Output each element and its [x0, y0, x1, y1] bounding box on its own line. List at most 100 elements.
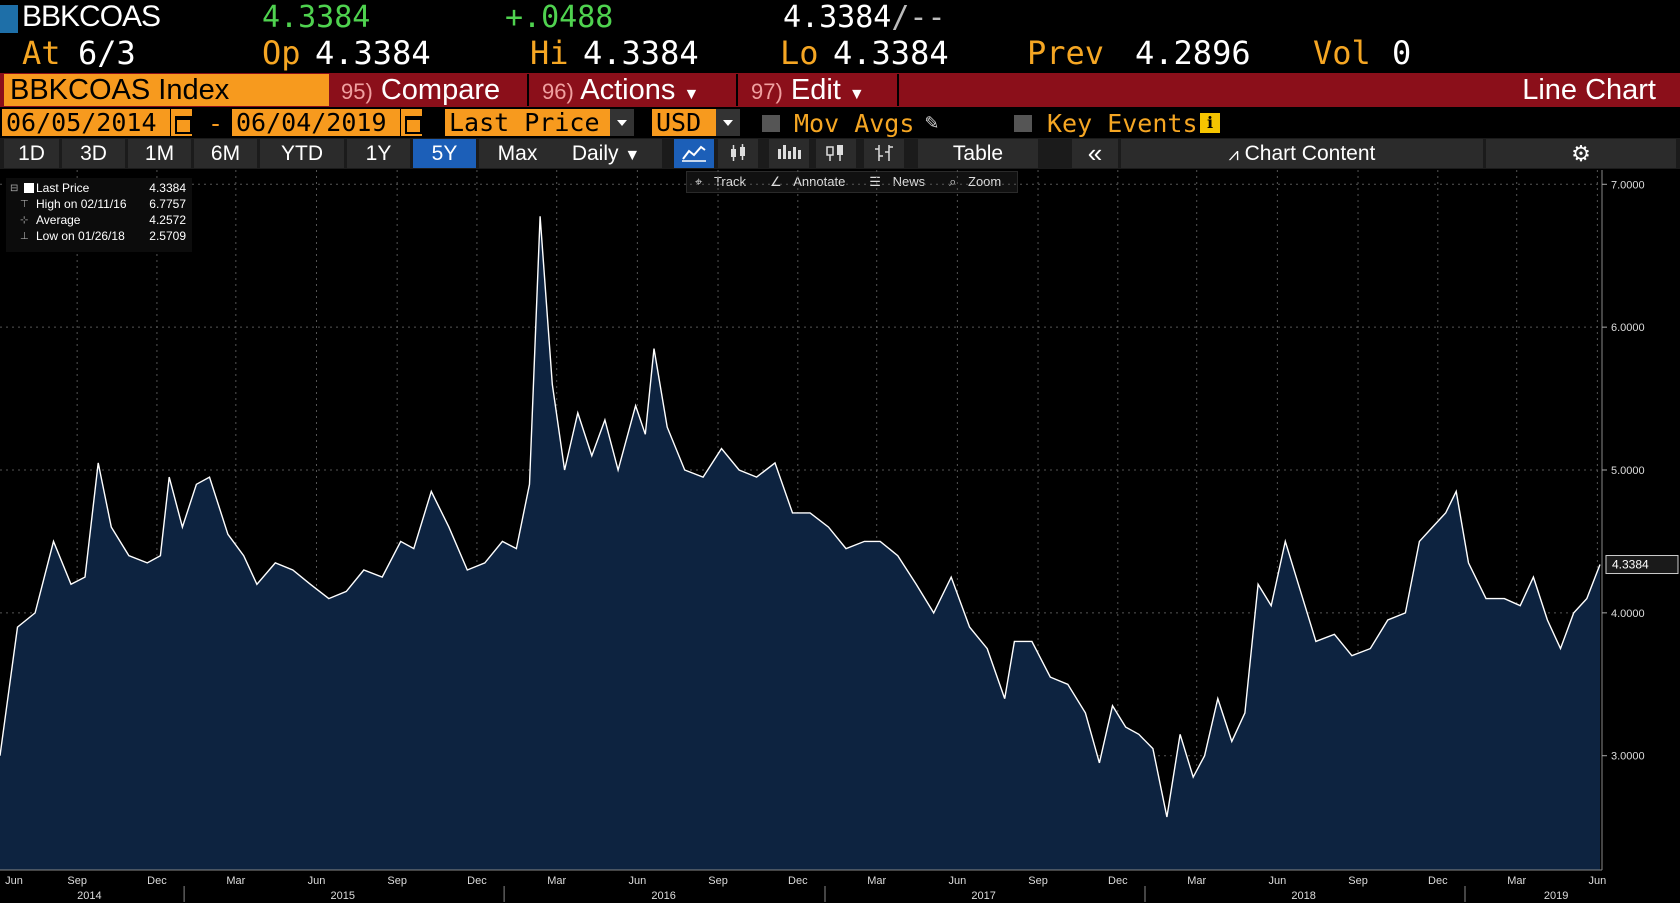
settings-gear-icon[interactable]: ⚙ [1486, 139, 1676, 168]
x-tick-label: Dec [147, 875, 167, 887]
security-field[interactable]: BBKCOAS Index [4, 74, 329, 106]
range-button-1m[interactable]: 1M [128, 139, 191, 168]
key-events-label[interactable]: Key Events [1047, 109, 1198, 138]
actions-button[interactable]: 96) Actions ▼ [532, 74, 738, 106]
zoom-tool[interactable]: ⌕ Zoom [949, 174, 1002, 189]
compare-button[interactable]: 95) Compare [331, 74, 529, 106]
date-toolbar: 06/05/2014 - 06/04/2019 Last Price USD M… [0, 107, 1680, 138]
x-tick-label: Jun [1268, 875, 1286, 887]
y-tick-label: 7.0000 [1611, 179, 1645, 191]
legend-high: ⊤ High on 02/11/16 6.7757 [6, 197, 192, 212]
x-tick-label: Jun [308, 875, 326, 887]
expand-icon[interactable]: ⊟ [10, 183, 19, 194]
x-year-label: 2017 [971, 890, 995, 902]
y-tick-label: 4.0000 [1611, 608, 1645, 620]
key-events-checkbox[interactable] [1014, 115, 1032, 132]
edit-button[interactable]: 97) Edit ▼ [741, 74, 899, 106]
high-value: 4.3384 [583, 34, 699, 72]
zoom-label: Zoom [968, 174, 1002, 189]
annotate-tool[interactable]: ∠ Annotate [769, 174, 846, 189]
start-calendar-icon[interactable] [170, 109, 192, 136]
field-dropdown-icon[interactable] [610, 109, 634, 136]
chart-content-button[interactable]: ⩘ Chart Content [1121, 139, 1483, 168]
y-tick-label: 3.0000 [1611, 751, 1645, 763]
pencil-icon[interactable]: ✎ [925, 110, 939, 135]
x-year-label: 2015 [331, 890, 355, 902]
legend-last-label: Last Price [36, 181, 90, 195]
average-marker-icon: ⊹ [20, 215, 29, 226]
range-button-max[interactable]: Max [479, 139, 556, 168]
candle-chart-icon[interactable] [718, 139, 758, 168]
table-button[interactable]: Table [918, 139, 1038, 168]
info-icon[interactable]: i [1200, 113, 1220, 133]
start-date-input[interactable]: 06/05/2014 [2, 109, 170, 136]
track-label: Track [713, 174, 746, 189]
volume-value: 0 [1392, 34, 1412, 72]
edit-number: 97) [751, 79, 783, 104]
range-button-1y[interactable]: 1Y [347, 139, 410, 168]
ohlc-chart-icon[interactable] [864, 139, 904, 168]
x-tick-label: Jun [628, 875, 646, 887]
high-marker-icon: ⊤ [20, 199, 29, 210]
period-chevron-icon: ▼ [624, 147, 641, 164]
bid-value: 4.3384 [783, 0, 892, 35]
chart-content-label: Chart Content [1244, 142, 1376, 165]
track-tool[interactable]: ⌖ Track [695, 174, 746, 189]
currency-dropdown-icon[interactable] [716, 109, 740, 136]
legend-low-value: 2.5709 [149, 229, 186, 243]
x-year-label: 2016 [651, 890, 675, 902]
x-tick-label: Dec [788, 875, 808, 887]
x-tick-label: Jun [1588, 875, 1606, 887]
compare-label: Compare [380, 74, 501, 106]
y-tick-label: 5.0000 [1611, 465, 1645, 477]
compare-number: 95) [341, 79, 373, 104]
x-year-label: 2019 [1544, 890, 1568, 902]
legend-average: ⊹ Average 4.2572 [6, 213, 192, 228]
x-tick-label: Mar [547, 875, 566, 887]
mov-avgs-label[interactable]: Mov Avgs [794, 109, 915, 138]
mountain-chart-icon[interactable] [816, 139, 856, 168]
date-range-dash: - [208, 109, 224, 138]
collapse-icon[interactable]: « [1072, 139, 1118, 168]
range-button-3d[interactable]: 3D [62, 139, 125, 168]
y-tick-label: 6.0000 [1611, 322, 1645, 334]
legend-last-price: ⊟ Last Price 4.3384 [6, 181, 192, 196]
range-button-ytd[interactable]: YTD [260, 139, 344, 168]
low-label: Lo [780, 34, 819, 72]
field-select[interactable]: Last Price [445, 109, 610, 136]
volume-label: Vol [1313, 34, 1371, 72]
legend-low: ⊥ Low on 01/26/18 2.5709 [6, 229, 192, 244]
range-button-5y[interactable]: 5Y [413, 139, 476, 168]
price-chart[interactable]: 3.0000 4.0000 5.0000 6.0000 7.0000 4.3384 Jun… [0, 170, 1680, 903]
open-value: 4.3384 [315, 34, 431, 72]
range-toolbar: 1D 3D 1M 6M YTD 1Y 5Y Max Daily ▼ Table « ⩘ Cha… [0, 138, 1680, 169]
bid-ask: 4.3384/-- [783, 0, 946, 35]
news-tool[interactable]: ☰ News [869, 174, 926, 189]
legend-avg-value: 4.2572 [149, 213, 186, 227]
security-marker [0, 5, 18, 33]
at-label: At [22, 34, 61, 72]
quote-details: At 6/3 Op 4.3384 Hi 4.3384 Lo 4.3384 Pre… [0, 34, 1680, 72]
range-button-1d[interactable]: 1D [4, 139, 59, 168]
actions-chevron-icon: ▼ [683, 86, 700, 103]
range-button-6m[interactable]: 6M [194, 139, 257, 168]
legend-swatch [24, 183, 34, 193]
end-date-input[interactable]: 06/04/2019 [232, 109, 400, 136]
line-chart-icon[interactable] [674, 139, 714, 168]
edit-chevron-icon: ▼ [848, 86, 865, 103]
legend-high-label: High on 02/11/16 [36, 197, 127, 211]
annotate-label: Annotate [793, 174, 846, 189]
period-label: Daily [571, 142, 619, 165]
x-tick-label: Mar [226, 875, 245, 887]
open-label: Op [262, 34, 301, 72]
period-select[interactable]: Daily ▼ [550, 139, 662, 168]
end-calendar-icon[interactable] [400, 109, 422, 136]
chart-legend[interactable]: ⊟ Last Price 4.3384 ⊤ High on 02/11/16 6… [6, 178, 192, 252]
currency-select[interactable]: USD [652, 109, 716, 136]
x-tick-label: Sep [1348, 875, 1368, 887]
mov-avgs-checkbox[interactable] [762, 115, 780, 132]
edit-label: Edit [790, 74, 841, 106]
x-tick-label: Mar [1507, 875, 1526, 887]
bar-chart-icon[interactable] [769, 139, 809, 168]
legend-high-value: 6.7757 [149, 197, 186, 211]
